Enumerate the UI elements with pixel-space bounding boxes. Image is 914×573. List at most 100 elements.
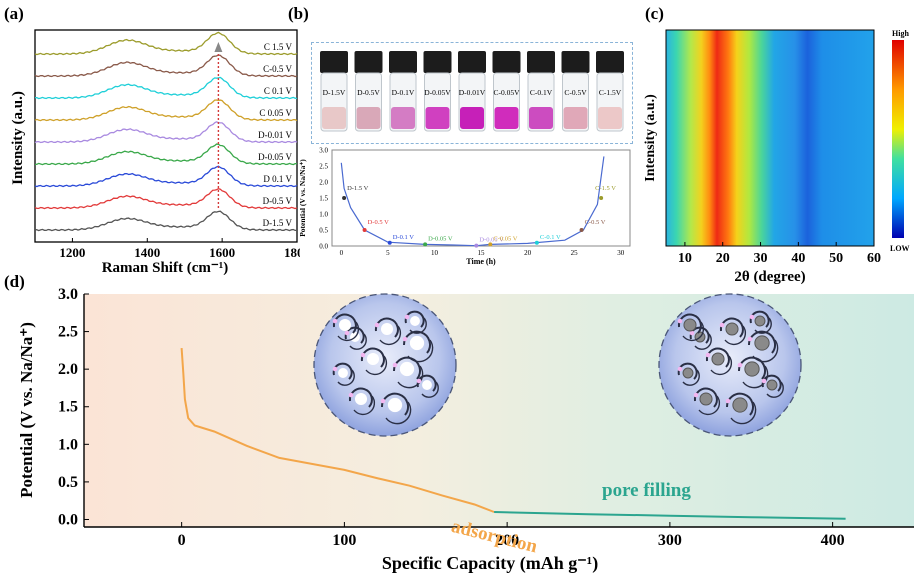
carbon-layer-arc bbox=[694, 333, 712, 350]
sodium-ion bbox=[348, 392, 354, 398]
sodium-cluster bbox=[711, 352, 725, 366]
capacity-y-tick-label: 3.0 bbox=[58, 286, 78, 303]
time-axis-label: Time (h) bbox=[466, 257, 496, 266]
hard-carbon-sphere bbox=[313, 293, 457, 437]
raman-series-label: C-0.5 V bbox=[263, 64, 292, 74]
vial-liquid bbox=[563, 107, 588, 129]
xrd-x-tick-label: 50 bbox=[829, 251, 843, 266]
xrd-plot-frame bbox=[665, 29, 875, 247]
empty-pore bbox=[422, 380, 432, 390]
sodium-ion bbox=[677, 318, 683, 324]
vial: D-0.01V bbox=[458, 51, 486, 132]
pore-filling-curve bbox=[494, 511, 846, 520]
time-x-tick-label: 30 bbox=[617, 249, 625, 257]
xrd-y-axis-label: Intensity (a.u.) bbox=[643, 94, 658, 182]
carbon-layer-arc bbox=[754, 317, 772, 334]
time-y-tick-label: 1.5 bbox=[319, 195, 328, 203]
vial-liquid bbox=[598, 107, 622, 129]
sodium-cluster bbox=[754, 315, 766, 327]
panel-b-label: (b) bbox=[288, 4, 309, 23]
vial-label: D-0.05V bbox=[424, 88, 451, 97]
time-y-tick-label: 2.0 bbox=[319, 179, 328, 187]
carbon-layer-arc bbox=[337, 321, 360, 342]
capacity-y-axis-label: Potential (V vs. Na/Na⁺) bbox=[17, 322, 36, 498]
carbon-layer-arc bbox=[379, 325, 402, 346]
vial: D-0.05V bbox=[423, 51, 452, 132]
empty-pore bbox=[354, 392, 368, 406]
sodium-cluster bbox=[699, 392, 713, 406]
carbon-layer-arc bbox=[337, 369, 355, 386]
time-potential-plot-frame bbox=[331, 149, 631, 247]
capacity-x-tick-label: 0 bbox=[178, 532, 186, 549]
sodium-ion bbox=[747, 336, 753, 342]
raman-chart: C 1.5 V C-0.5 V C 0.1 V C 0.05 V D-0.01 V D-0… bbox=[10, 29, 300, 275]
vial-liquid bbox=[356, 107, 381, 129]
sodium-ion bbox=[693, 392, 699, 398]
raman-series-label: D-0.5 V bbox=[263, 196, 293, 206]
vial-liquid bbox=[425, 107, 450, 129]
sodium-cluster bbox=[744, 361, 760, 377]
capacity-y-tick-label: 0.0 bbox=[58, 511, 78, 528]
adsorption-schematic bbox=[313, 293, 457, 437]
vial-liquid bbox=[529, 107, 553, 129]
raman-spectrum-line bbox=[34, 210, 297, 232]
time-potential-point bbox=[474, 243, 479, 248]
time-potential-point-label: D-0.01 V bbox=[479, 237, 504, 244]
raman-spectrum-line bbox=[34, 121, 298, 144]
empty-pore bbox=[387, 397, 403, 413]
sodium-cluster bbox=[682, 367, 694, 379]
time-potential-chart: 0 5 10 15 20 25 30 0.0 0.5 1.0 1.5 2.0 2.5 3.0 D-1.5 … bbox=[298, 147, 631, 266]
time-y-tick-label: 3.0 bbox=[319, 147, 328, 155]
sodium-cluster bbox=[725, 322, 739, 336]
vial: C-0.1V bbox=[527, 51, 555, 132]
raman-spectrum-line bbox=[34, 188, 298, 210]
carbon-layer-arc bbox=[385, 401, 412, 425]
panel-a-label: (a) bbox=[4, 4, 24, 23]
time-potential-point bbox=[362, 228, 367, 232]
vial-cap bbox=[596, 51, 624, 73]
carbon-layer-arc bbox=[724, 325, 747, 346]
time-potential-point bbox=[342, 196, 347, 200]
empty-pore bbox=[380, 322, 394, 336]
time-potential-point-label: C-0.5 V bbox=[585, 219, 606, 226]
capacity-x-axis-label: Specific Capacity (mAh g⁻¹) bbox=[382, 553, 598, 573]
vial-cap bbox=[527, 51, 555, 73]
vial-label: D-1.5V bbox=[323, 88, 346, 97]
vial-label: D-0.01V bbox=[459, 88, 486, 97]
vial-cap bbox=[320, 51, 348, 73]
vial-liquid bbox=[322, 107, 346, 129]
vial-cap bbox=[389, 51, 417, 73]
raman-x-tick-label: 1200 bbox=[59, 245, 85, 260]
time-potential-point bbox=[387, 240, 392, 245]
sodium-cluster bbox=[766, 379, 778, 391]
sodium-ion bbox=[374, 322, 380, 328]
capacity-y-tick-label: 0.5 bbox=[58, 474, 78, 491]
g-band-arrow bbox=[214, 42, 223, 52]
vial-label: D-0.5V bbox=[357, 88, 380, 97]
vial-cap bbox=[458, 51, 486, 73]
empty-pore bbox=[338, 368, 348, 378]
vial-cap bbox=[354, 51, 383, 73]
vial-liquid bbox=[494, 107, 519, 129]
adsorption-curve bbox=[180, 348, 495, 513]
sodium-ion bbox=[360, 352, 366, 358]
vial: C-0.5V bbox=[561, 51, 590, 132]
sodium-ion bbox=[332, 366, 338, 372]
sodium-ion bbox=[392, 362, 398, 368]
capacity-y-tick-label: 2.5 bbox=[58, 324, 78, 341]
sodium-ion bbox=[404, 314, 410, 320]
vial: C-0.05V bbox=[492, 51, 521, 132]
sodium-cluster bbox=[683, 318, 697, 332]
vial-cap bbox=[423, 51, 452, 73]
raman-spectrum-line bbox=[34, 165, 298, 188]
raman-spectrum-line bbox=[34, 76, 298, 100]
time-potential-point-label: D-0.1 V bbox=[393, 234, 414, 241]
raman-series-label: D-1.5 V bbox=[263, 218, 293, 228]
time-x-tick-label: 5 bbox=[386, 249, 390, 257]
carbon-layer-arc bbox=[730, 401, 757, 425]
time-y-tick-label: 0.5 bbox=[319, 227, 328, 235]
sodium-ion bbox=[689, 330, 695, 336]
vial: C-1.5V bbox=[596, 51, 624, 132]
time-x-tick-label: 15 bbox=[478, 249, 486, 257]
